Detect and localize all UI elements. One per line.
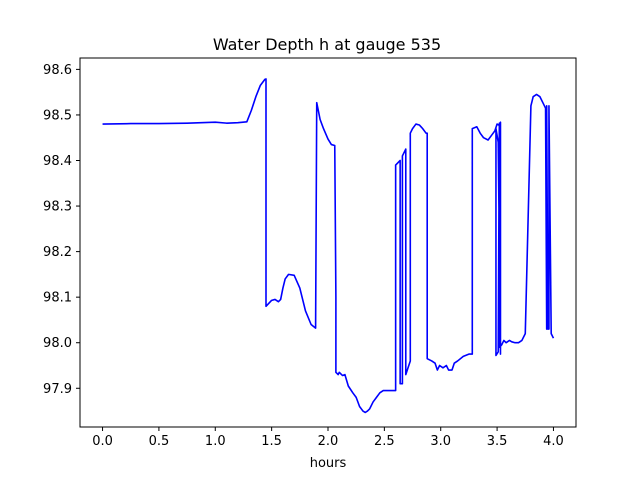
series-line-0 bbox=[102, 78, 555, 414]
y-tick-label: 98.2 bbox=[43, 245, 72, 260]
x-axis-label: hours bbox=[310, 456, 347, 471]
plot-frame bbox=[79, 57, 577, 428]
chart-title: Water Depth h at gauge 535 bbox=[213, 35, 441, 54]
y-tick-label: 97.9 bbox=[43, 382, 72, 397]
series-layer bbox=[102, 78, 555, 414]
x-tick-label: 3.0 bbox=[430, 434, 451, 449]
y-tick-label: 98.3 bbox=[43, 200, 72, 215]
y-tick-label: 98.1 bbox=[43, 291, 72, 306]
x-tick-label: 0.5 bbox=[149, 434, 170, 449]
x-tick-label: 3.5 bbox=[487, 434, 508, 449]
x-tick-label: 1.5 bbox=[261, 434, 282, 449]
y-axis: 97.9 98.0 98.1 98.2 98.3 98.4 98.5 98.6 bbox=[43, 63, 80, 397]
x-tick-label: 2.0 bbox=[318, 434, 339, 449]
x-axis: 0.0 0.5 1.0 1.5 2.0 2.5 3.0 3.5 4.0 bbox=[92, 427, 564, 449]
y-tick-label: 98.6 bbox=[43, 63, 72, 78]
y-tick-label: 98.5 bbox=[43, 108, 72, 123]
plot-area bbox=[80, 58, 576, 427]
y-tick-label: 98.0 bbox=[43, 336, 72, 351]
y-tick-label: 98.4 bbox=[43, 154, 72, 169]
x-tick-label: 4.0 bbox=[543, 434, 564, 449]
x-tick-label: 2.5 bbox=[374, 434, 395, 449]
x-tick-label: 1.0 bbox=[205, 434, 226, 449]
x-tick-label: 0.0 bbox=[92, 434, 113, 449]
